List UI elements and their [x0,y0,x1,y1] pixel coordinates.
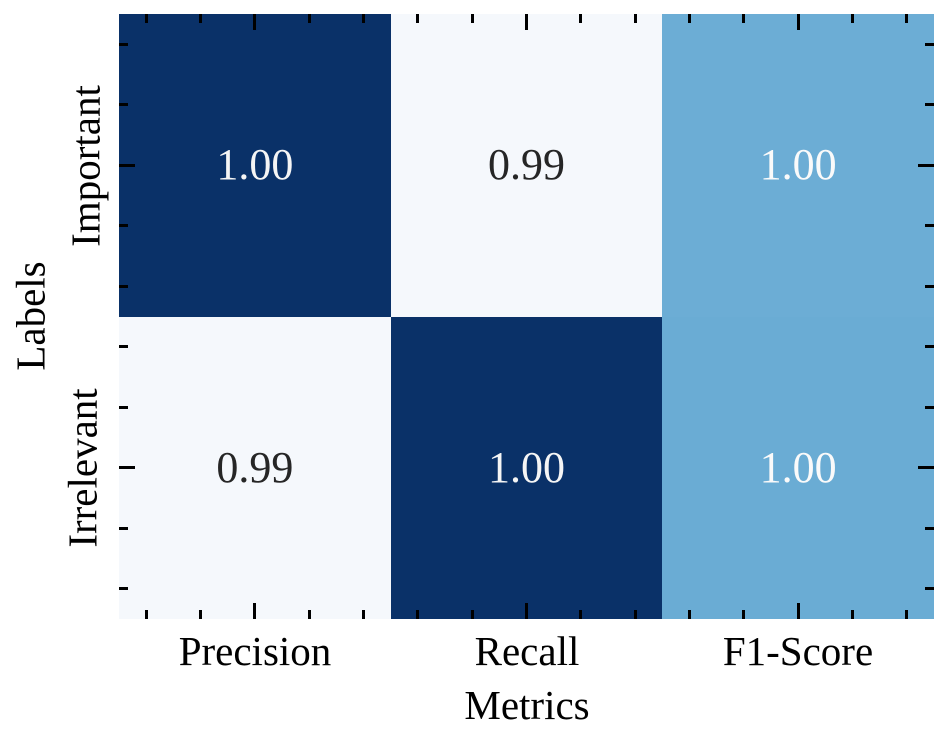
x-axis-title: Metrics [464,682,590,728]
heatmap-plot-area: 1.00 0.99 1.00 0.99 1.00 1.00 [119,14,934,619]
minor-tick-mark [199,610,202,619]
minor-tick-mark [119,103,128,106]
minor-tick-mark [925,406,934,409]
minor-tick-mark [851,610,854,619]
minor-tick-mark [925,103,934,106]
minor-tick-mark [905,14,908,23]
minor-tick-mark [362,14,365,23]
minor-tick-mark [145,610,148,619]
minor-tick-mark [925,345,934,348]
minor-tick-mark [416,14,419,23]
major-tick-mark [797,14,800,30]
minor-tick-mark [925,587,934,590]
y-axis-title: Labels [7,261,54,371]
minor-tick-mark [416,610,419,619]
minor-tick-mark [688,610,691,619]
heatmap-cell-important-recall: 0.99 [390,14,663,317]
minor-tick-mark [925,527,934,530]
minor-tick-mark [742,14,745,23]
minor-tick-mark [119,587,128,590]
cell-value: 0.99 [216,442,294,492]
minor-tick-mark [634,14,637,23]
minor-tick-mark [925,285,934,288]
cell-value: 1.00 [759,140,837,190]
x-tick-label-precision: Precision [178,628,332,674]
minor-tick-mark [634,610,637,619]
y-tick-label-important: Important [62,85,109,247]
heatmap-cell-irrelevant-f1score: 1.00 [662,316,934,619]
heatmap-cell-irrelevant-precision: 0.99 [119,316,391,619]
minor-tick-mark [471,14,474,23]
major-tick-mark [797,603,800,619]
minor-tick-mark [579,14,582,23]
minor-tick-mark [925,43,934,46]
major-tick-mark [119,466,135,469]
minor-tick-mark [308,14,311,23]
major-tick-mark [918,466,934,469]
minor-tick-mark [119,43,128,46]
minor-tick-mark [905,610,908,619]
minor-tick-mark [362,610,365,619]
cell-value: 1.00 [759,442,837,492]
major-tick-mark [119,164,135,167]
major-tick-mark [525,603,528,619]
major-tick-mark [918,164,934,167]
minor-tick-mark [199,14,202,23]
minor-tick-mark [579,610,582,619]
major-tick-mark [253,14,256,30]
minor-tick-mark [119,406,128,409]
cell-value: 1.00 [216,140,294,190]
minor-tick-mark [119,285,128,288]
heatmap-cell-important-precision: 1.00 [119,14,391,317]
major-tick-mark [525,14,528,30]
minor-tick-mark [742,610,745,619]
minor-tick-mark [308,610,311,619]
heatmap-cell-important-f1score: 1.00 [662,14,934,317]
minor-tick-mark [119,527,128,530]
major-tick-mark [253,603,256,619]
cell-value: 0.99 [487,140,565,190]
heatmap-cell-irrelevant-recall: 1.00 [390,316,663,619]
x-tick-label-recall: Recall [474,628,580,674]
minor-tick-mark [851,14,854,23]
y-tick-label-irrelevant: Irrelevant [59,388,106,548]
x-tick-label-f1score: F1-Score [722,628,874,674]
cell-value: 1.00 [487,442,565,492]
minor-tick-mark [925,224,934,227]
minor-tick-mark [119,345,128,348]
minor-tick-mark [119,224,128,227]
minor-tick-mark [145,14,148,23]
minor-tick-mark [688,14,691,23]
minor-tick-mark [471,610,474,619]
